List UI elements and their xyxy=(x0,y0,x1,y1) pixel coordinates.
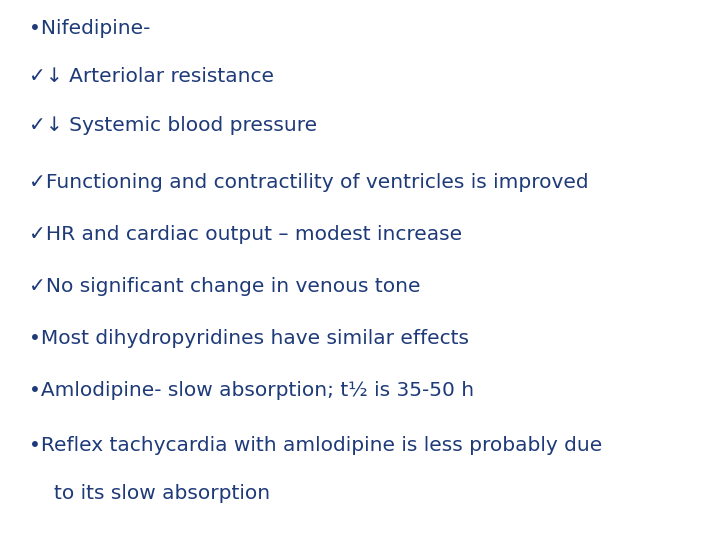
Text: ✓Functioning and contractility of ventricles is improved: ✓Functioning and contractility of ventri… xyxy=(29,173,588,192)
Text: •Amlodipine- slow absorption; t½ is 35-50 h: •Amlodipine- slow absorption; t½ is 35-5… xyxy=(29,381,474,400)
Text: ✓↓ Arteriolar resistance: ✓↓ Arteriolar resistance xyxy=(29,68,274,86)
Text: •Nifedipine-: •Nifedipine- xyxy=(29,19,150,38)
Text: •Reflex tachycardia with amlodipine is less probably due: •Reflex tachycardia with amlodipine is l… xyxy=(29,436,602,455)
Text: •Most dihydropyridines have similar effects: •Most dihydropyridines have similar effe… xyxy=(29,329,469,348)
Text: to its slow absorption: to its slow absorption xyxy=(54,484,270,503)
Text: ✓No significant change in venous tone: ✓No significant change in venous tone xyxy=(29,277,420,296)
Text: ✓HR and cardiac output – modest increase: ✓HR and cardiac output – modest increase xyxy=(29,225,462,244)
Text: ✓↓ Systemic blood pressure: ✓↓ Systemic blood pressure xyxy=(29,116,317,135)
